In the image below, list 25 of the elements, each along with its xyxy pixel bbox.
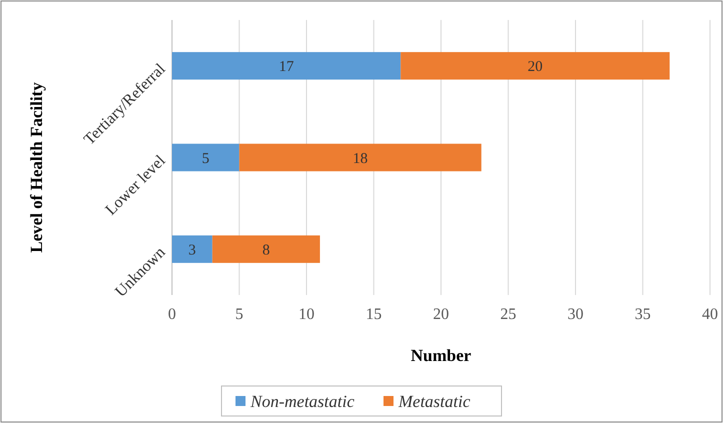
x-tick-label: 10 (298, 306, 314, 323)
bar (239, 144, 482, 172)
y-axis-title: Level of Health Facility (27, 82, 46, 253)
bar (172, 52, 401, 80)
data-label: 8 (262, 242, 270, 258)
x-axis-title: Number (410, 346, 472, 365)
x-tick-label: 15 (366, 306, 382, 323)
legend-label: Metastatic (398, 392, 471, 411)
bar (400, 52, 670, 80)
data-label: 17 (278, 59, 294, 76)
bar (172, 235, 212, 263)
bar (212, 235, 320, 263)
bar (172, 144, 240, 172)
data-label: 5 (202, 150, 210, 167)
legend-label: Non-metastatic (250, 392, 355, 411)
x-tick-label: 35 (634, 306, 651, 323)
data-label: 18 (352, 150, 368, 167)
x-tick-label: 0 (168, 306, 176, 323)
x-tick-label: 20 (433, 306, 449, 323)
x-tick-label: 30 (568, 306, 584, 323)
data-label: 20 (528, 59, 543, 76)
x-tick-label: 25 (500, 306, 516, 323)
x-tick-label: 5 (235, 306, 244, 323)
data-label: 3 (188, 242, 196, 258)
x-tick-label: 40 (702, 306, 718, 323)
